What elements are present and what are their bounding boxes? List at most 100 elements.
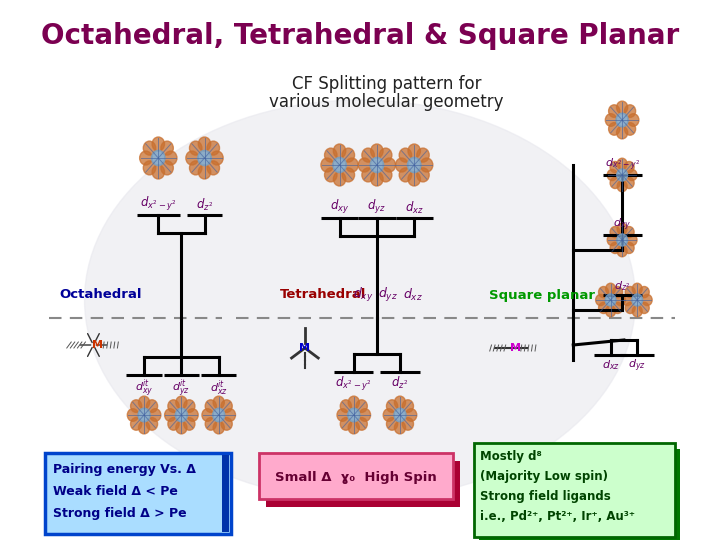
Circle shape: [187, 409, 198, 421]
Text: $d_{xy}$: $d_{xy}$: [330, 198, 349, 216]
Text: i.e., Pd²⁺, Pt²⁺, Ir⁺, Au³⁺: i.e., Pd²⁺, Pt²⁺, Ir⁺, Au³⁺: [480, 510, 635, 523]
Circle shape: [184, 400, 195, 413]
Circle shape: [627, 234, 637, 246]
Text: Pairing energy Vs. Δ: Pairing energy Vs. Δ: [53, 463, 195, 476]
Text: CF Splitting pattern for: CF Splitting pattern for: [292, 75, 482, 93]
Circle shape: [606, 114, 616, 126]
Circle shape: [395, 158, 408, 172]
Text: 18: 18: [48, 525, 61, 535]
Circle shape: [146, 400, 158, 413]
Circle shape: [399, 168, 412, 182]
Text: various molecular geometry: various molecular geometry: [269, 93, 504, 111]
FancyBboxPatch shape: [266, 461, 460, 507]
Circle shape: [606, 306, 616, 317]
Circle shape: [138, 396, 150, 409]
Circle shape: [138, 408, 150, 422]
Ellipse shape: [84, 100, 636, 500]
Circle shape: [383, 158, 395, 172]
Circle shape: [359, 409, 371, 421]
Circle shape: [628, 114, 639, 126]
Circle shape: [325, 148, 337, 162]
Circle shape: [639, 287, 649, 298]
FancyBboxPatch shape: [474, 443, 675, 537]
Circle shape: [152, 165, 165, 179]
Circle shape: [624, 105, 636, 117]
Circle shape: [607, 170, 617, 180]
Circle shape: [408, 157, 421, 173]
Circle shape: [161, 141, 174, 155]
Circle shape: [198, 137, 211, 151]
Circle shape: [221, 417, 233, 430]
Text: Small Δ  ɣ₀  High Spin: Small Δ ɣ₀ High Spin: [275, 471, 437, 484]
Circle shape: [616, 113, 628, 127]
Circle shape: [348, 396, 359, 409]
Circle shape: [642, 294, 652, 306]
Text: $d_{yz}$: $d_{yz}$: [367, 198, 387, 216]
Circle shape: [624, 226, 634, 238]
Circle shape: [213, 396, 225, 409]
Circle shape: [608, 123, 620, 135]
Circle shape: [130, 400, 142, 413]
Circle shape: [168, 417, 179, 430]
Circle shape: [356, 400, 367, 413]
Circle shape: [394, 408, 406, 422]
Circle shape: [408, 172, 420, 186]
Circle shape: [395, 396, 405, 409]
Circle shape: [632, 306, 642, 317]
Circle shape: [143, 141, 156, 155]
Circle shape: [213, 421, 225, 434]
Text: Weak field Δ < Pe: Weak field Δ < Pe: [53, 485, 177, 498]
Circle shape: [595, 294, 606, 306]
Text: $d^{it}_{xz}$: $d^{it}_{xz}$: [210, 378, 228, 397]
Text: M: M: [92, 340, 104, 350]
Circle shape: [161, 161, 174, 175]
Circle shape: [420, 158, 433, 172]
Circle shape: [151, 151, 165, 166]
Circle shape: [613, 302, 623, 314]
Circle shape: [356, 417, 367, 430]
Circle shape: [379, 168, 392, 182]
Circle shape: [402, 417, 413, 430]
Text: Tetrahedral: Tetrahedral: [280, 288, 366, 301]
Circle shape: [211, 151, 223, 165]
Circle shape: [138, 421, 150, 434]
Text: $d_{xy}$: $d_{xy}$: [613, 217, 631, 233]
Circle shape: [610, 242, 620, 253]
Circle shape: [616, 101, 628, 114]
Circle shape: [371, 172, 383, 186]
Circle shape: [346, 158, 359, 172]
Circle shape: [342, 168, 354, 182]
Circle shape: [184, 417, 195, 430]
Text: $d^{it}_{xy}$: $d^{it}_{xy}$: [135, 378, 153, 400]
Circle shape: [176, 421, 187, 434]
Circle shape: [146, 417, 158, 430]
Circle shape: [207, 161, 220, 175]
Circle shape: [212, 408, 225, 422]
Circle shape: [127, 409, 138, 421]
Circle shape: [348, 421, 359, 434]
Circle shape: [362, 148, 374, 162]
Circle shape: [341, 400, 351, 413]
Circle shape: [198, 165, 211, 179]
Circle shape: [202, 409, 213, 421]
Circle shape: [608, 105, 620, 117]
Text: $d_{x^2-y^2}$: $d_{x^2-y^2}$: [140, 195, 177, 213]
Circle shape: [189, 161, 202, 175]
Circle shape: [176, 396, 187, 409]
Circle shape: [359, 158, 371, 172]
Circle shape: [333, 157, 346, 173]
Circle shape: [639, 302, 649, 314]
FancyBboxPatch shape: [45, 453, 231, 534]
Circle shape: [624, 242, 634, 253]
Text: $d_{x^2-y^2}$: $d_{x^2-y^2}$: [336, 375, 372, 393]
Text: $d_{x^2-y^2}$: $d_{x^2-y^2}$: [605, 157, 639, 173]
Circle shape: [176, 408, 187, 422]
Circle shape: [617, 169, 628, 181]
Circle shape: [383, 409, 395, 421]
Circle shape: [371, 144, 383, 158]
Circle shape: [624, 177, 634, 188]
Circle shape: [387, 400, 397, 413]
Circle shape: [616, 294, 626, 306]
Circle shape: [405, 409, 417, 421]
Text: Square planar: Square planar: [489, 288, 595, 301]
